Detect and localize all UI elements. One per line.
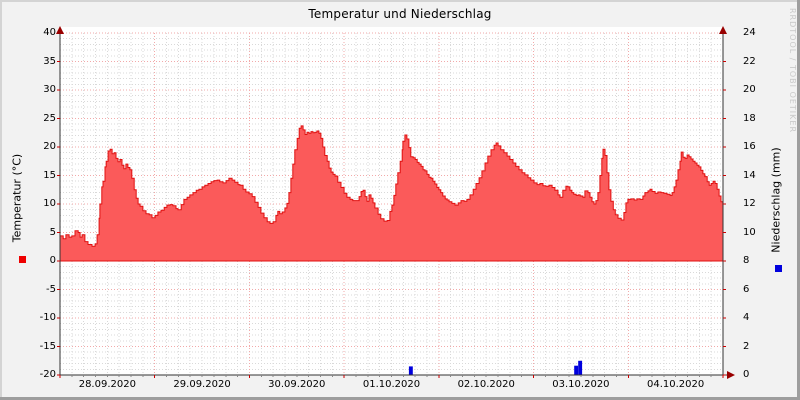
precipitation-bar [578, 360, 583, 376]
precipitation-bar [408, 366, 413, 375]
border-left [0, 0, 2, 400]
left-axis-tick-label: 25 [43, 112, 56, 124]
left-axis-tick-label: 5 [49, 226, 56, 238]
left-axis-arrow-icon [56, 26, 64, 34]
right-axis-tick-label: 10 [743, 226, 756, 238]
right-axis-tick-label: 2 [743, 340, 750, 352]
chart-title: Temperatur und Niederschlag [308, 7, 492, 21]
right-axis-tick-label: 16 [743, 141, 756, 152]
temperature-area [59, 125, 724, 262]
x-axis-date-label: 28.09.2020 [78, 379, 136, 390]
right-axis-tick-label: 6 [743, 283, 750, 295]
right-axis-tick-label: 4 [743, 312, 750, 323]
left-axis-tick-label: 35 [43, 55, 56, 67]
right-axis-tick-label: 14 [743, 169, 756, 181]
x-axis-date-label: 29.09.2020 [173, 379, 231, 390]
border-top [0, 0, 800, 2]
temperature-legend-marker [19, 256, 26, 263]
right-axis-tick-label: 8 [743, 255, 750, 266]
watermark: RRDTOOL / TOBI OETIKER [788, 8, 797, 134]
left-axis-tick-label: 40 [43, 27, 56, 38]
x-axis-date-label: 30.09.2020 [268, 379, 326, 390]
x-axis-date-label: 03.10.2020 [552, 379, 610, 390]
precipitation-bar [574, 365, 579, 375]
right-axis-tick-label: 18 [743, 112, 756, 124]
border-bottom [0, 397, 800, 400]
left-axis-tick-label: -20 [39, 369, 56, 380]
precipitation-legend-marker [775, 265, 782, 272]
right-axis-tick-label: 12 [743, 198, 756, 209]
left-axis-tick-label: -10 [39, 312, 56, 323]
left-axis-tick-label: -15 [39, 340, 56, 352]
right-axis-tick-label: 24 [743, 27, 756, 38]
left-axis-tick-label: -5 [46, 283, 56, 295]
left-axis-tick-label: 15 [43, 169, 56, 181]
x-axis-date-label: 01.10.2020 [362, 379, 421, 390]
border-right [797, 0, 800, 400]
x-axis-date-label: 04.10.2020 [647, 379, 705, 390]
right-axis-tick-label: 22 [743, 55, 756, 67]
x-axis-arrow-icon [727, 371, 735, 379]
x-axis-date-label: 02.10.2020 [457, 379, 515, 390]
left-axis-tick-label: 0 [49, 255, 56, 266]
left-axis-tick-label: 20 [43, 141, 56, 152]
right-axis-arrow-icon [719, 26, 727, 34]
right-axis-tick-label: 0 [743, 369, 750, 380]
right-axis-tick-label: 20 [743, 84, 756, 95]
left-axis-tick-label: 30 [43, 84, 56, 95]
left-axis-tick-label: 10 [43, 198, 56, 209]
